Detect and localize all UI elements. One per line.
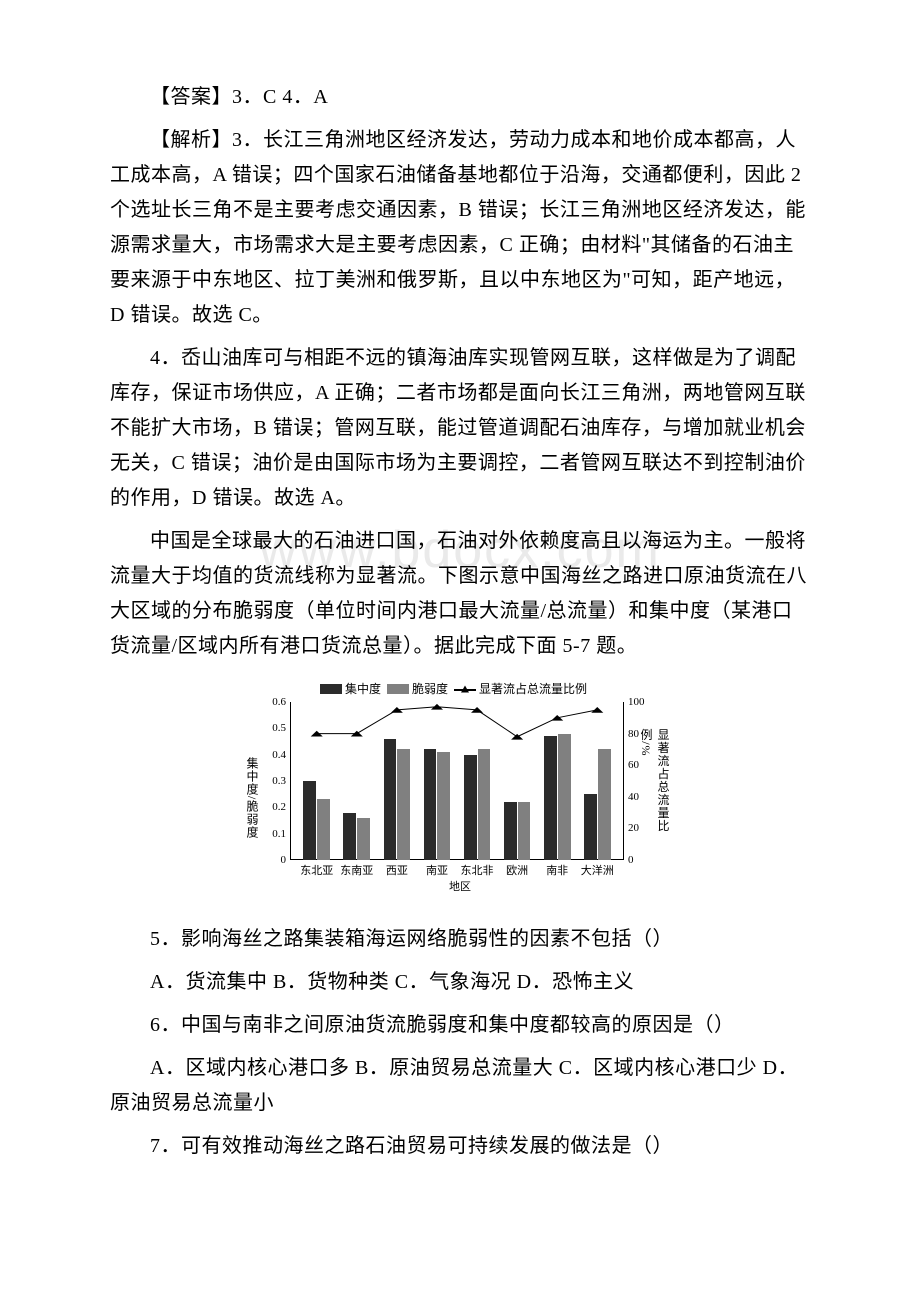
bar-group: 大洋洲: [584, 702, 611, 860]
legend-item-line: 显著流占总流量比例: [454, 680, 587, 697]
bar-fragility: [598, 749, 611, 860]
question-5-options: A．货流集中 B．货物种类 C．气象海况 D．恐怖主义: [110, 965, 810, 1000]
answer-line: 【答案】3．C 4．A: [110, 80, 810, 115]
x-tick-label: 南非: [546, 862, 568, 878]
legend-label-fragility: 脆弱度: [412, 680, 448, 697]
bar-group: 东南亚: [343, 702, 370, 860]
explanation-3: 【解析】3．长江三角洲地区经济发达，劳动力成本和地价成本都高，人工成本高，A 错…: [110, 123, 810, 333]
bar-fragility: [518, 802, 531, 860]
bar-fragility: [317, 799, 330, 860]
legend-label-line: 显著流占总流量比例: [479, 680, 587, 697]
bar-group: 南非: [544, 702, 571, 860]
bar-fragility: [357, 818, 370, 860]
bar-line-chart: 集中度 脆弱度 显著流占总流量比例 集中度/脆弱度 显著流占总流量比例/% 东北…: [250, 678, 670, 908]
y-tick-left: 0.5: [262, 722, 286, 734]
x-tick-label: 西亚: [386, 862, 408, 878]
y-tick-left: 0.3: [262, 775, 286, 787]
bar-concentration: [303, 781, 316, 860]
question-5: 5．影响海丝之路集装箱海运网络脆弱性的因素不包括（）: [110, 922, 810, 957]
x-tick-label: 南亚: [426, 862, 448, 878]
bar-fragility: [478, 749, 491, 860]
question-6-options: A．区域内核心港口多 B．原油贸易总流量大 C．区域内核心港口少 D．原油贸易总…: [110, 1051, 810, 1121]
bar-concentration: [584, 794, 597, 860]
explanation-4: 4．岙山油库可与相距不远的镇海油库实现管网互联，这样做是为了调配库存，保证市场供…: [110, 341, 810, 516]
y-tick-right: 60: [628, 759, 652, 771]
chart-legend: 集中度 脆弱度 显著流占总流量比例: [320, 680, 587, 697]
chart-container: 集中度 脆弱度 显著流占总流量比例 集中度/脆弱度 显著流占总流量比例/% 东北…: [110, 678, 810, 908]
legend-item-concentration: 集中度: [320, 680, 381, 697]
bar-group: 东北非: [464, 702, 491, 860]
y-tick-right: 40: [628, 791, 652, 803]
question-7: 7．可有效推动海丝之路石油贸易可持续发展的做法是（）: [110, 1129, 810, 1164]
y-tick-right: 20: [628, 822, 652, 834]
bar-group: 西亚: [384, 702, 411, 860]
x-tick-label: 大洋洲: [581, 862, 614, 878]
y-tick-left: 0.2: [262, 801, 286, 813]
y-tick-right: 100: [628, 696, 652, 708]
y-axis-label-left: 集中度/脆弱度: [244, 756, 261, 838]
legend-swatch-fragility: [387, 684, 409, 694]
bar-group: 东北亚: [303, 702, 330, 860]
bar-group: 欧洲: [504, 702, 531, 860]
bar-concentration: [343, 813, 356, 860]
x-tick-label: 东北亚: [300, 862, 333, 878]
bar-group: 南亚: [424, 702, 451, 860]
y-tick-right: 80: [628, 728, 652, 740]
y-tick-left: 0: [262, 854, 286, 866]
bar-concentration: [464, 755, 477, 860]
bar-fragility: [397, 749, 410, 860]
bar-concentration: [424, 749, 437, 860]
bar-concentration: [544, 736, 557, 860]
bar-concentration: [504, 802, 517, 860]
passage-intro: 中国是全球最大的石油进口国，石油对外依赖度高且以海运为主。一般将流量大于均值的货…: [110, 524, 810, 664]
x-axis-subtitle: 地区: [449, 878, 471, 894]
legend-swatch-concentration: [320, 684, 342, 694]
y-tick-right: 0: [628, 854, 652, 866]
y-tick-left: 0.4: [262, 749, 286, 761]
plot-area: 东北亚东南亚西亚南亚东北非欧洲南非大洋洲: [290, 702, 624, 860]
legend-label-concentration: 集中度: [345, 680, 381, 697]
legend-item-fragility: 脆弱度: [387, 680, 448, 697]
bar-concentration: [384, 739, 397, 860]
question-6: 6．中国与南非之间原油货流脆弱度和集中度都较高的原因是（）: [110, 1008, 810, 1043]
y-tick-left: 0.1: [262, 828, 286, 840]
bar-fragility: [437, 752, 450, 860]
legend-swatch-line: [454, 684, 476, 694]
x-tick-label: 东南亚: [340, 862, 373, 878]
line-series-svg: [290, 702, 624, 860]
x-tick-label: 欧洲: [506, 862, 528, 878]
bar-fragility: [558, 734, 571, 860]
x-tick-label: 东北非: [461, 862, 494, 878]
y-tick-left: 0.6: [262, 696, 286, 708]
